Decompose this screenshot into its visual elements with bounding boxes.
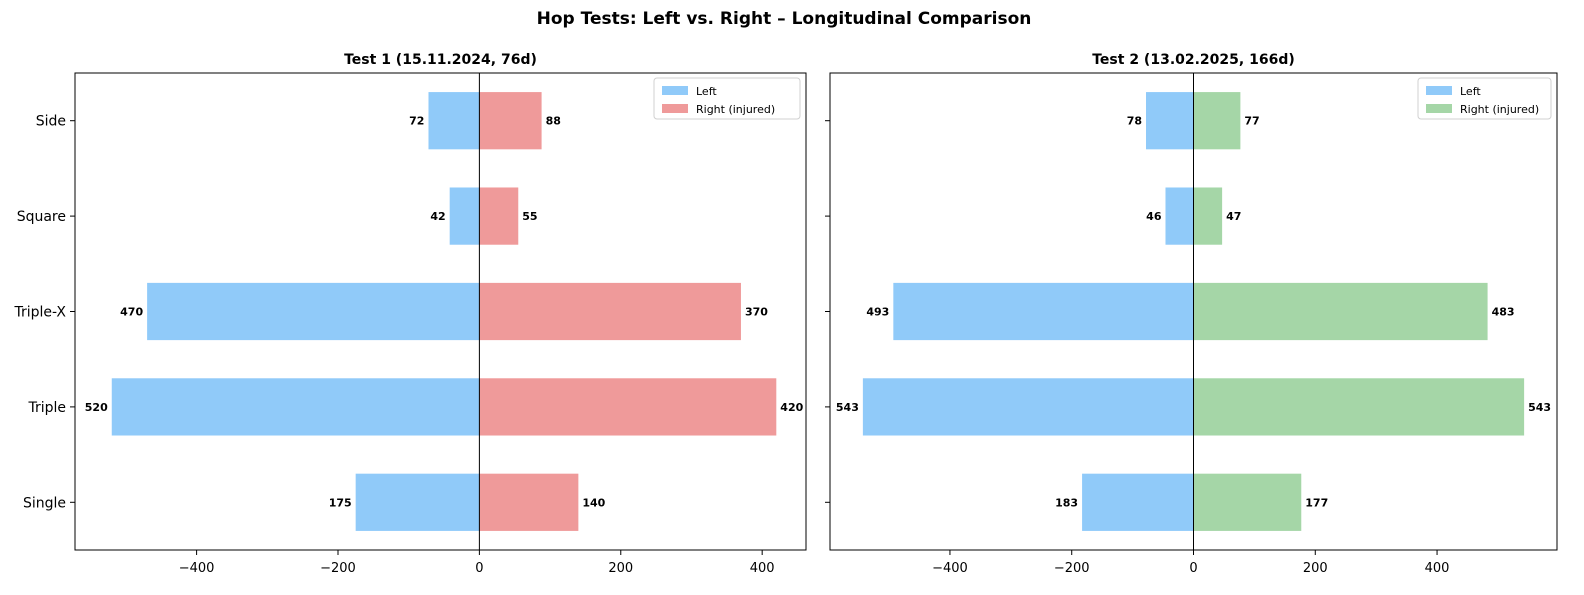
value-label-left-triple: 520 [85,401,108,414]
x-tick-label: −200 [1054,561,1090,576]
x-tick-label: −400 [932,561,968,576]
value-label-right-injured-triple-x: 370 [745,306,768,319]
legend [653,77,801,120]
value-label-left-side: 72 [409,115,424,128]
bar-left-triple-x [893,282,1194,341]
x-tick-label: 400 [750,561,775,576]
figure-title: Hop Tests: Left vs. Right – Longitudinal… [537,9,1032,29]
chart-panel-test-2: Test 2 (13.02.2025, 166d) 183 543 493 46 78 17… [825,52,1558,576]
bar-left-triple-x [147,282,480,341]
legend-label-right-injured: Right (injured) [696,103,775,116]
value-label-left-square: 46 [1146,210,1162,223]
legend-label-left: Left [1460,85,1481,98]
legend-swatch-left [662,86,688,95]
bar-right-injured-single [1193,473,1302,531]
value-label-left-single: 175 [329,496,352,509]
bar-right-injured-side [1193,92,1241,150]
value-label-right-injured-side: 77 [1244,115,1259,128]
bar-left-single [1082,473,1194,531]
chart-panel-test-1: Test 1 (15.11.2024, 76d) 175 520 470 42 72 140… [14,52,807,576]
x-tick-label: −400 [179,561,215,576]
bar-left-triple [862,378,1194,436]
bar-right-injured-square [1193,187,1223,245]
bar-right-injured-triple [1193,378,1525,436]
x-tick-label: 400 [1425,561,1450,576]
legend-swatch-right-injured [662,104,688,113]
panel-title: Test 1 (15.11.2024, 76d) [344,52,537,68]
y-tick-label-single: Single [23,495,66,511]
bar-right-injured-square [479,187,519,245]
x-tick-label: −200 [320,561,356,576]
y-tick-label-side: Side [36,114,66,130]
x-tick-label: 0 [1189,561,1197,576]
panel-title: Test 2 (13.02.2025, 166d) [1092,52,1295,68]
y-tick-label-triple-x: Triple-X [14,305,67,321]
bar-right-injured-triple [479,378,777,436]
bar-right-injured-triple-x [479,282,741,341]
y-tick-label-square: Square [17,209,66,225]
value-label-left-triple-x: 470 [120,306,143,319]
legend-swatch-right-injured [1426,104,1452,113]
bar-right-injured-side [479,92,542,150]
value-label-right-injured-single: 140 [582,496,605,509]
value-label-right-injured-triple: 420 [780,401,803,414]
bar-right-injured-triple-x [1193,282,1488,341]
value-label-right-injured-side: 88 [546,115,561,128]
legend-label-left: Left [696,85,717,98]
value-label-right-injured-square: 55 [522,210,537,223]
bar-left-square [449,187,480,245]
value-label-left-side: 78 [1127,115,1142,128]
bar-left-side [428,92,480,150]
bar-left-single [355,473,480,531]
value-label-right-injured-single: 177 [1305,496,1328,509]
bar-left-side [1146,92,1194,150]
bar-right-injured-single [479,473,579,531]
x-tick-label: 200 [608,561,633,576]
legend-label-right-injured: Right (injured) [1460,103,1539,116]
value-label-right-injured-triple: 543 [1528,401,1551,414]
value-label-left-single: 183 [1055,496,1078,509]
value-label-right-injured-square: 47 [1226,210,1241,223]
value-label-left-triple-x: 493 [866,306,889,319]
x-tick-label: 0 [475,561,483,576]
value-label-right-injured-triple-x: 483 [1492,306,1515,319]
x-tick-label: 200 [1303,561,1328,576]
value-label-left-triple: 543 [836,401,859,414]
bar-left-square [1165,187,1194,245]
value-label-left-square: 42 [430,210,445,223]
y-tick-label-triple: Triple [27,400,66,416]
legend-swatch-left [1426,86,1452,95]
bar-left-triple [111,378,480,436]
